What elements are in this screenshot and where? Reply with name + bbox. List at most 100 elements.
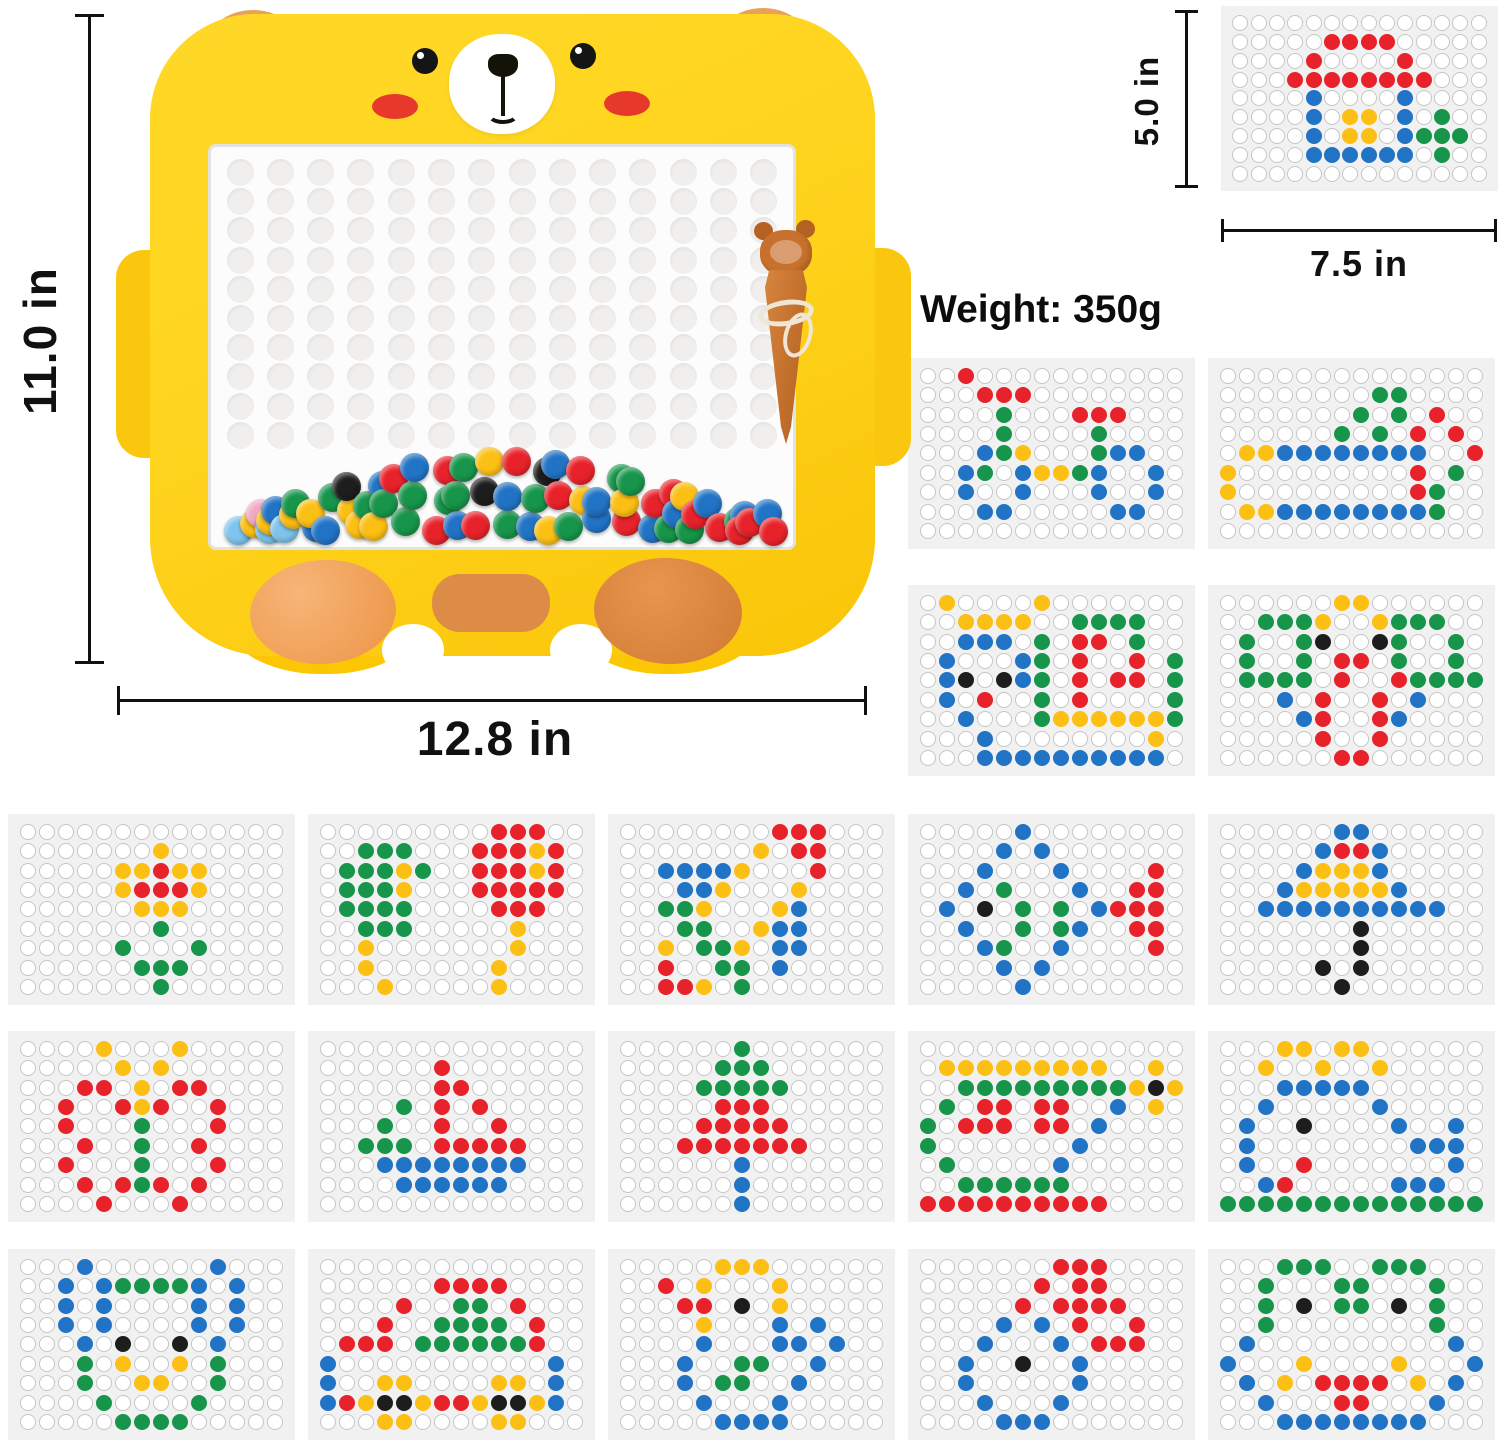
- empty-dot: [1238, 387, 1255, 404]
- empty-dot: [1091, 882, 1108, 899]
- empty-dot: [319, 1336, 336, 1353]
- magnet-dot: [1129, 1336, 1146, 1353]
- empty-dot: [1372, 653, 1389, 670]
- empty-dot: [1219, 1118, 1236, 1135]
- magnet-dot: [1410, 1414, 1427, 1431]
- empty-dot: [1091, 523, 1108, 540]
- empty-dot: [19, 1278, 36, 1295]
- magnet-dot: [395, 1297, 412, 1314]
- magnet-dot: [76, 1375, 93, 1392]
- magnet-dot: [453, 1317, 470, 1334]
- empty-dot: [1033, 862, 1050, 879]
- empty-dot: [1452, 90, 1469, 107]
- magnet-dot: [376, 862, 393, 879]
- screen-grid-dot: [710, 421, 738, 449]
- empty-dot: [510, 1040, 527, 1057]
- empty-dot: [919, 503, 936, 520]
- magnet-dot: [676, 1297, 693, 1314]
- magnet-dot: [1072, 1355, 1089, 1372]
- magnet-dot: [1091, 1278, 1108, 1295]
- empty-dot: [619, 1355, 636, 1372]
- magnet-dot: [695, 1336, 712, 1353]
- empty-dot: [772, 1099, 789, 1116]
- magnet-dot: [791, 901, 808, 918]
- empty-dot: [976, 367, 993, 384]
- empty-dot: [657, 1375, 674, 1392]
- empty-dot: [619, 1118, 636, 1135]
- magnet-dot: [733, 1079, 750, 1096]
- magnet-dot: [376, 901, 393, 918]
- empty-dot: [1129, 1040, 1146, 1057]
- empty-dot: [1314, 1137, 1331, 1154]
- screen-grid-dot: [226, 305, 254, 333]
- empty-dot: [1268, 128, 1285, 145]
- empty-dot: [1467, 653, 1484, 670]
- empty-dot: [248, 1196, 265, 1213]
- magnet-dot: [191, 1137, 208, 1154]
- empty-dot: [319, 862, 336, 879]
- empty-dot: [791, 1040, 808, 1057]
- empty-dot: [1268, 146, 1285, 163]
- magnet-dot: [1353, 653, 1370, 670]
- magnet-dot: [1053, 1099, 1070, 1116]
- screen-grid-dot: [387, 159, 415, 187]
- empty-dot: [938, 464, 955, 481]
- magnet-dot: [791, 940, 808, 957]
- magnet-dot: [210, 1336, 227, 1353]
- empty-dot: [619, 1414, 636, 1431]
- magnet-dot: [1072, 406, 1089, 423]
- magnet-dot: [1014, 1060, 1031, 1077]
- empty-dot: [957, 1157, 974, 1174]
- magnet-bead: [400, 452, 430, 482]
- empty-dot: [1129, 406, 1146, 423]
- empty-dot: [1467, 823, 1484, 840]
- empty-dot: [210, 1278, 227, 1295]
- magnet-dot: [714, 940, 731, 957]
- magnet-bead: [582, 486, 612, 516]
- empty-dot: [1110, 653, 1127, 670]
- magnet-dot: [1167, 653, 1184, 670]
- empty-dot: [491, 1060, 508, 1077]
- screen-grid-dot: [266, 159, 294, 187]
- magnet-dot: [753, 1355, 770, 1372]
- empty-dot: [1053, 1375, 1070, 1392]
- empty-dot: [1276, 1060, 1293, 1077]
- magnet-dot: [1314, 1258, 1331, 1275]
- empty-dot: [1333, 1355, 1350, 1372]
- empty-dot: [1314, 1394, 1331, 1411]
- magnet-bead: [554, 511, 584, 541]
- empty-dot: [657, 1196, 674, 1213]
- empty-dot: [1333, 1336, 1350, 1353]
- magnet-dot: [1314, 882, 1331, 899]
- empty-dot: [772, 882, 789, 899]
- empty-dot: [1448, 614, 1465, 631]
- magnet-dot: [510, 862, 527, 879]
- empty-dot: [1232, 52, 1249, 69]
- empty-dot: [1219, 1060, 1236, 1077]
- empty-dot: [1448, 523, 1465, 540]
- empty-dot: [1429, 979, 1446, 996]
- empty-dot: [319, 1040, 336, 1057]
- empty-dot: [791, 979, 808, 996]
- empty-dot: [1072, 1099, 1089, 1116]
- magnet-dot: [1397, 90, 1414, 107]
- empty-dot: [1091, 1040, 1108, 1057]
- empty-dot: [619, 979, 636, 996]
- empty-dot: [248, 1394, 265, 1411]
- empty-dot: [919, 523, 936, 540]
- magnet-dot: [957, 1196, 974, 1213]
- empty-dot: [1257, 1336, 1274, 1353]
- empty-dot: [791, 1414, 808, 1431]
- empty-dot: [1167, 387, 1184, 404]
- empty-dot: [1391, 426, 1408, 443]
- empty-dot: [1091, 959, 1108, 976]
- screen-grid-dot: [629, 217, 657, 245]
- empty-dot: [38, 1137, 55, 1154]
- empty-dot: [133, 1355, 150, 1372]
- screen-grid-dot: [589, 159, 617, 187]
- empty-dot: [938, 426, 955, 443]
- empty-dot: [38, 1157, 55, 1174]
- empty-dot: [1167, 940, 1184, 957]
- magnet-dot: [1333, 882, 1350, 899]
- magnet-dot: [376, 1317, 393, 1334]
